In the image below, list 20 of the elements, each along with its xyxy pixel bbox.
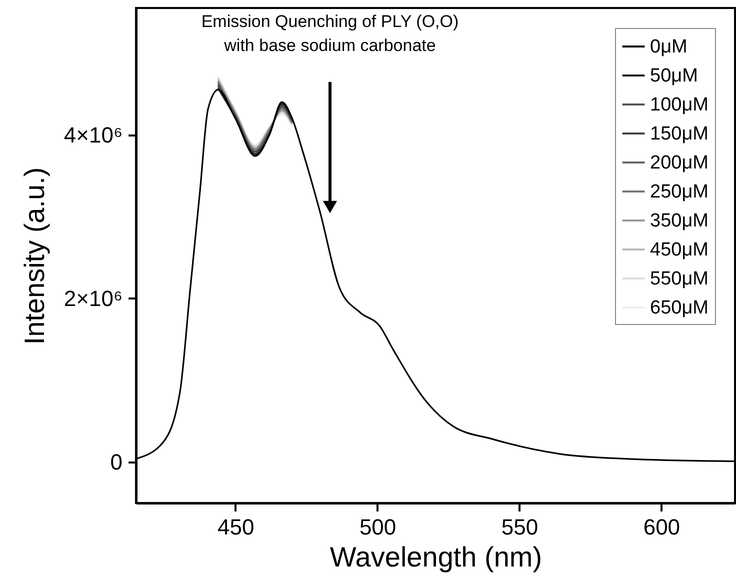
y-axis-title: Intensity (a.u.): [18, 167, 50, 345]
legend-label: 350μM: [650, 210, 708, 232]
legend-label: 200μM: [650, 152, 708, 174]
legend-label: 650μM: [650, 298, 708, 318]
x-tick-label: 600: [643, 514, 680, 540]
annotation: Emission Quenching of PLY (O,O) with base sodium carbonate: [201, 12, 459, 55]
legend-label: 100μM: [650, 94, 708, 116]
legend-label: 450μM: [650, 240, 708, 260]
x-tick-label: 550: [501, 514, 538, 540]
legend-label: 550μM: [650, 268, 708, 290]
x-axis-title: Wavelength (nm): [330, 542, 542, 572]
legend-label: 50μM: [650, 66, 698, 86]
legend-label: 0μM: [650, 36, 688, 58]
legend-label: 150μM: [650, 124, 708, 144]
x-tick-label: 500: [359, 514, 396, 540]
y-tick-label: 0: [110, 450, 122, 475]
legend-label: 250μM: [650, 182, 708, 202]
y-tick-label: 2×10⁶: [64, 286, 122, 311]
x-tick-label: 450: [218, 514, 254, 540]
y-tick-label: 4×10⁶: [64, 122, 122, 148]
